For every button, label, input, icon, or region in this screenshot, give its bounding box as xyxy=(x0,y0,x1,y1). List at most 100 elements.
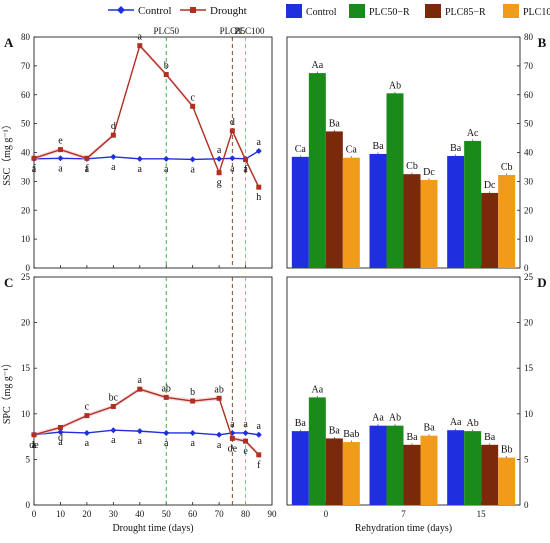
panel-b-bar-letter-1: Aa xyxy=(311,60,323,71)
panel-b-bar-2 xyxy=(325,131,343,268)
panel-d-xlabel: Rehydration time (days) xyxy=(355,523,452,534)
panel-a-letter-control: a xyxy=(85,164,90,175)
panel-a-ytick-label: 0 xyxy=(26,263,31,273)
panel-c-point-control xyxy=(83,429,90,436)
legend-swatch-1 xyxy=(349,4,365,18)
panel-a-letter: A xyxy=(4,35,14,50)
panel-c-ytick-label: 5 xyxy=(26,454,31,464)
panel-a-letter-control: a xyxy=(138,164,143,175)
panel-b-bar-2 xyxy=(403,174,421,268)
panel-c-letter-control: a xyxy=(111,435,116,446)
panel-c-line-drought xyxy=(33,388,260,456)
panel-d-bar-3 xyxy=(420,435,438,505)
panel-c-point-drought xyxy=(110,404,116,410)
panel-c-letter-drought: d xyxy=(58,432,63,443)
panel-a-vline-label-0: PLC50 xyxy=(153,26,179,36)
panel-d-bar-0 xyxy=(447,430,465,505)
legend-label-control: Control xyxy=(138,5,172,17)
panel-b-bar-1 xyxy=(308,73,326,268)
panel-c-ytick-label: 0 xyxy=(26,500,31,510)
panel-c-xtick-label: 20 xyxy=(82,509,92,519)
panel-c-point-control xyxy=(189,429,196,436)
panel-a-point-control xyxy=(110,153,117,160)
panel-c-letter-drought: b xyxy=(190,387,195,398)
panel-d-bar-0 xyxy=(291,431,309,505)
panel-b-bar-letter-3: Dc xyxy=(423,167,435,178)
panel-c-xtick-label: 60 xyxy=(188,509,198,519)
panel-c-letter-drought: ab xyxy=(214,384,223,395)
panel-c-letter-drought: f xyxy=(257,460,261,471)
panel-c-letter-drought: c xyxy=(85,402,90,413)
panel-a-letter-drought: h xyxy=(256,192,261,203)
panel-a-point-control xyxy=(216,155,223,162)
panel-a-point-drought xyxy=(229,128,235,134)
panel-a-letter-control: a xyxy=(190,164,195,175)
panel-d-bar-letter-0: Ba xyxy=(295,418,307,429)
panel-d-ytick-label: 0 xyxy=(524,500,529,510)
panel-d-bar-letter-1: Ab xyxy=(389,413,401,424)
legend-swatch-2 xyxy=(425,4,441,18)
panel-d-bar-2 xyxy=(403,444,421,505)
panel-c-xtick-label: 40 xyxy=(135,509,145,519)
panel-d-bar-2 xyxy=(325,438,343,505)
panel-d-bar-1 xyxy=(308,397,326,505)
panel-d-bar-1 xyxy=(464,431,482,505)
panel-d-bar-letter-0: Aa xyxy=(372,413,384,424)
legend-marker-drought xyxy=(190,7,196,13)
panel-b-bar-2 xyxy=(481,192,499,268)
panel-b-bar-3 xyxy=(420,179,438,268)
legend-label-2: PLC85−R xyxy=(445,7,486,18)
panel-a-letter-control: a xyxy=(230,163,235,174)
panel-d-ytick-label: 5 xyxy=(524,454,529,464)
panel-c-point-control xyxy=(255,431,262,438)
panel-d-bar-letter-3: Bab xyxy=(343,429,359,440)
panel-c-ylabel: SPC（mg g⁻¹） xyxy=(1,358,13,424)
panel-b-bar-letter-0: Ba xyxy=(450,143,462,154)
panel-a-vline-label-1: PLC85 xyxy=(220,26,246,36)
panel-d-xtick-label: 15 xyxy=(477,509,487,519)
panel-c-letter: C xyxy=(4,275,13,290)
panel-c-line-control xyxy=(33,429,259,436)
legend-label-1: PLC50−R xyxy=(369,7,410,18)
panel-c-point-control xyxy=(216,431,223,438)
panel-c-point-drought xyxy=(57,424,63,430)
panel-c-letter-control: a xyxy=(190,438,195,449)
panel-c-letter-drought: de xyxy=(228,443,238,454)
panel-c-xtick-label: 10 xyxy=(56,509,66,519)
panel-a-letter-drought: g xyxy=(217,178,222,189)
panel-c-frame xyxy=(33,276,273,506)
panel-c-ytick-label: 20 xyxy=(21,318,31,328)
panel-a-letter-drought: f xyxy=(85,163,89,174)
panel-c-ytick-label: 25 xyxy=(21,272,31,282)
panel-a-drought-band xyxy=(34,43,259,190)
panel-d-xtick-label: 0 xyxy=(324,509,329,519)
panel-c-point-control xyxy=(242,429,249,436)
panel-c-xtick-label: 90 xyxy=(268,509,278,519)
panel-d-ytick-label: 10 xyxy=(524,409,534,419)
panel-a-ylabel: SSC（mg g⁻¹） xyxy=(1,119,13,185)
panel-c-point-drought xyxy=(163,394,169,400)
panel-a-letter-control: a xyxy=(217,145,222,156)
panel-b-bar-letter-0: Ca xyxy=(295,144,307,155)
panel-c-xtick-label: 70 xyxy=(215,509,225,519)
panel-d-bar-letter-2: Ba xyxy=(484,432,496,443)
panel-c-point-drought xyxy=(137,386,143,392)
panel-a-letter-drought: f xyxy=(32,163,36,174)
panel-c-xtick-label: 50 xyxy=(162,509,172,519)
panel-b-bar-1 xyxy=(386,93,404,269)
panel-a-point-drought xyxy=(57,147,63,153)
panel-a-point-drought xyxy=(110,132,116,138)
panel-a-point-control xyxy=(136,155,143,162)
panel-d-bar-letter-1: Aa xyxy=(311,384,323,395)
panel-a-point-drought xyxy=(84,155,90,161)
panel-d-bar-letter-0: Aa xyxy=(450,417,462,428)
panel-b-bar-letter-3: Ca xyxy=(346,145,358,156)
panel-b-bar-3 xyxy=(342,157,360,268)
panel-c-point-drought xyxy=(256,452,262,458)
panel-c-letter-drought: a xyxy=(138,375,143,386)
panel-a-ytick-label: 30 xyxy=(21,176,31,186)
panel-a-ytick-label: 70 xyxy=(21,61,31,71)
panel-a-point-drought xyxy=(163,72,169,78)
panel-b-ytick-label: 80 xyxy=(524,32,534,42)
panel-c-letter-control: a xyxy=(85,438,90,449)
